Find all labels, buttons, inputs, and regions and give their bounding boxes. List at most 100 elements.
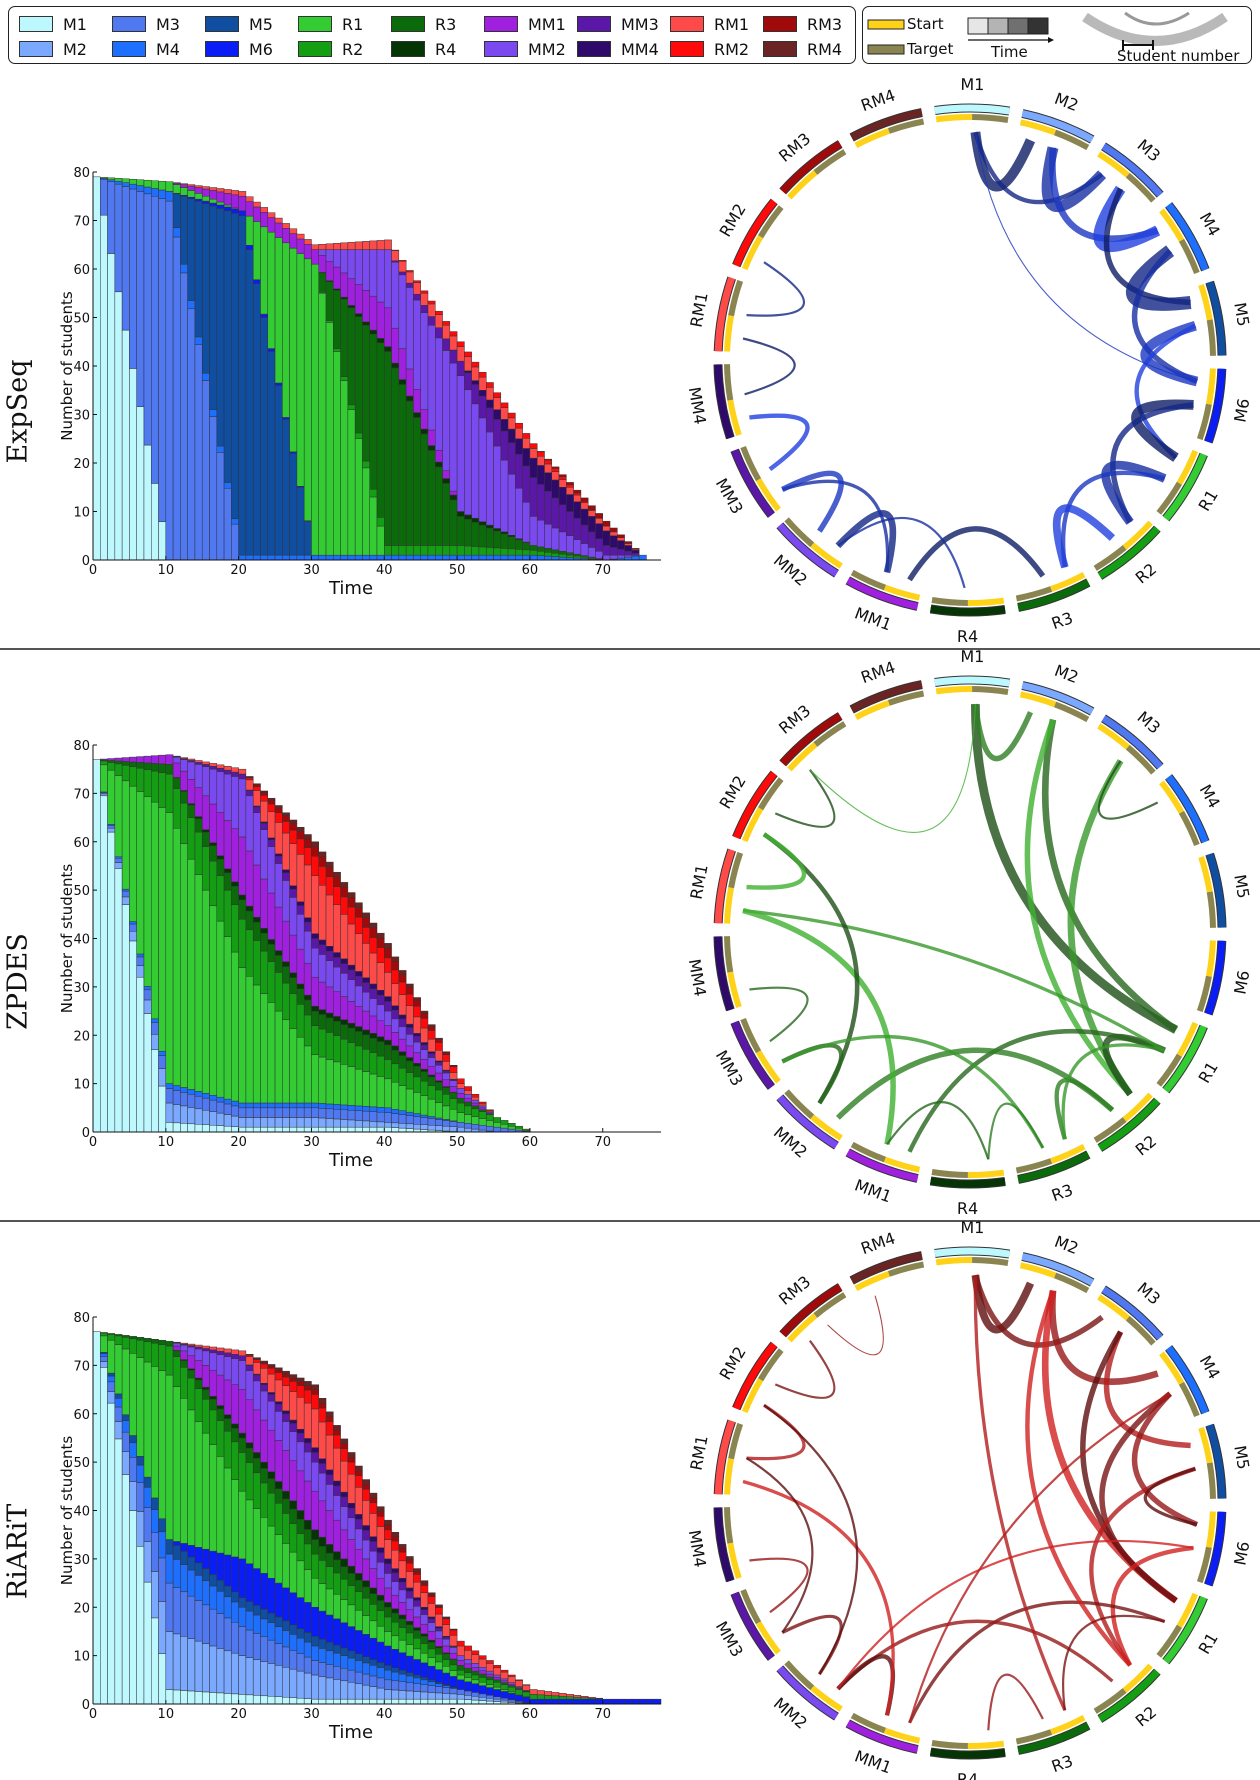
- bar-segment-r2: [478, 1111, 487, 1119]
- bar-segment-rm1: [595, 518, 603, 524]
- bar-segment-m2: [143, 999, 152, 1014]
- bar-segment-r2: [267, 961, 276, 1003]
- bar-segment-r4: [405, 395, 414, 402]
- bar-segment-r1: [129, 785, 137, 922]
- bar-segment-m4: [267, 1622, 276, 1641]
- node-arc-m4: [1165, 1345, 1209, 1414]
- bar-segment-r3: [151, 763, 159, 772]
- bar-segment-r1: [362, 1071, 370, 1107]
- node-label-mm2: MM2: [770, 1123, 811, 1162]
- bar-segment-m3: [282, 1646, 290, 1668]
- bar-segment-mm3: [289, 1423, 298, 1432]
- bar-segment-rm1: [340, 242, 349, 250]
- bar-segment-r1: [420, 1652, 429, 1664]
- bar-segment-m2: [151, 1571, 159, 1619]
- bar-segment-r1: [172, 1386, 181, 1542]
- bar-segment-mm1: [194, 787, 203, 817]
- bar-segment-rm2: [325, 876, 334, 896]
- bar-segment-m3: [231, 523, 239, 561]
- chord-r3-r4: [987, 1673, 1044, 1731]
- bar-segment-m4: [289, 1634, 298, 1651]
- bar-segment-m1: [100, 795, 108, 1133]
- bar-segment-r2: [536, 551, 545, 556]
- bar-segment-m2: [347, 1119, 356, 1128]
- bar-segment-m3: [296, 1107, 305, 1118]
- bar-segment-m1: [143, 1581, 152, 1705]
- bar-segment-r3: [231, 1428, 239, 1443]
- target-band: [1156, 481, 1182, 515]
- bar-segment-rm2: [398, 1551, 407, 1562]
- bar-segment-mm2: [478, 1666, 487, 1671]
- legend-label: M1: [63, 14, 87, 34]
- bar-segment-mm1: [369, 1015, 378, 1034]
- bar-segment-r1: [376, 1625, 385, 1643]
- bar-segment-m2: [369, 1686, 378, 1700]
- bar-segment-m1: [369, 1126, 378, 1133]
- bar-segment-m4: [114, 180, 123, 185]
- bar-segment-m6: [282, 1587, 290, 1622]
- bar-segment-m2: [121, 896, 130, 905]
- node-label-r3: R3: [1049, 1180, 1075, 1205]
- chord-mm2-rm2: [763, 1404, 859, 1675]
- target-band: [740, 446, 762, 482]
- bar-segment-r1: [194, 193, 203, 200]
- bar-segment-m2: [201, 1109, 210, 1125]
- bar-segment-rm2: [515, 422, 523, 429]
- node-arc-rm2: [733, 1342, 777, 1410]
- bar-segment-m6: [223, 1554, 232, 1587]
- bar-segment-m2: [398, 1123, 407, 1129]
- bar-segment-m1: [114, 1438, 123, 1705]
- bar-segment-rm3: [420, 1013, 429, 1019]
- bar-segment-r2: [471, 546, 480, 556]
- bar-segment-mm2: [442, 1638, 451, 1647]
- bar-segment-mm2: [413, 1041, 421, 1053]
- bar-segment-m4: [311, 1645, 319, 1661]
- bar-segment-r2: [158, 772, 167, 808]
- bar-segment-m2: [405, 1123, 414, 1129]
- bar-segment-m1: [391, 1127, 400, 1133]
- bar-segment-r2: [507, 548, 516, 556]
- bar-segment-m1: [405, 1698, 414, 1705]
- bar-segment-m2: [252, 1659, 261, 1696]
- bar-segment-r1: [471, 1116, 480, 1125]
- bar-segment-m3: [340, 1109, 349, 1120]
- bar-segment-m4: [362, 1662, 370, 1675]
- node-arc-mm1: [846, 577, 919, 610]
- bar-segment-m2: [384, 1689, 392, 1700]
- bar-segment-rm1: [391, 250, 400, 262]
- bar-segment-mm1: [282, 920, 290, 962]
- bar-segment-mm2: [325, 249, 334, 262]
- bar-segment-rm2: [573, 492, 582, 496]
- bar-segment-m3: [129, 1457, 137, 1482]
- bar-segment-m6: [617, 1698, 625, 1705]
- bar-segment-m5: [318, 1638, 327, 1649]
- node-arc-m1: [934, 676, 1010, 687]
- bar-segment-mm3: [194, 762, 203, 765]
- bar-segment-r2: [274, 1502, 283, 1535]
- bar-segment-m2: [354, 1120, 363, 1128]
- node-arc-r2: [1097, 1098, 1160, 1151]
- bar-segment-r3: [500, 1682, 509, 1685]
- bar-segment-rm2: [296, 1385, 305, 1398]
- bar-segment-mm1: [405, 1609, 414, 1622]
- bar-segment-mm3: [413, 293, 421, 301]
- bar-segment-m1: [442, 1698, 451, 1705]
- bar-segment-rm1: [376, 1526, 385, 1548]
- bar-segment-rm4: [398, 970, 407, 975]
- bar-segment-r1: [158, 180, 167, 191]
- legend-swatch: [391, 16, 425, 32]
- chord-m1-r1: [971, 704, 1178, 1034]
- bar-segment-mm1: [376, 1020, 385, 1037]
- bar-segment-r3: [369, 1037, 378, 1053]
- bar-segment-mm4: [362, 1525, 370, 1531]
- bar-segment-rm2: [420, 1018, 429, 1029]
- bar-segment-m4: [515, 554, 523, 561]
- bar-segment-r2: [172, 1356, 181, 1387]
- bar-segment-r1: [296, 1036, 305, 1104]
- chord-rm1-rm2: [746, 832, 807, 890]
- bar-segment-m5: [274, 1616, 283, 1627]
- bar-segment-m4: [216, 1096, 225, 1103]
- bar-segment-rm1: [413, 1016, 421, 1034]
- bar-segment-rm1: [231, 190, 239, 196]
- bar-segment-r2: [456, 1669, 465, 1676]
